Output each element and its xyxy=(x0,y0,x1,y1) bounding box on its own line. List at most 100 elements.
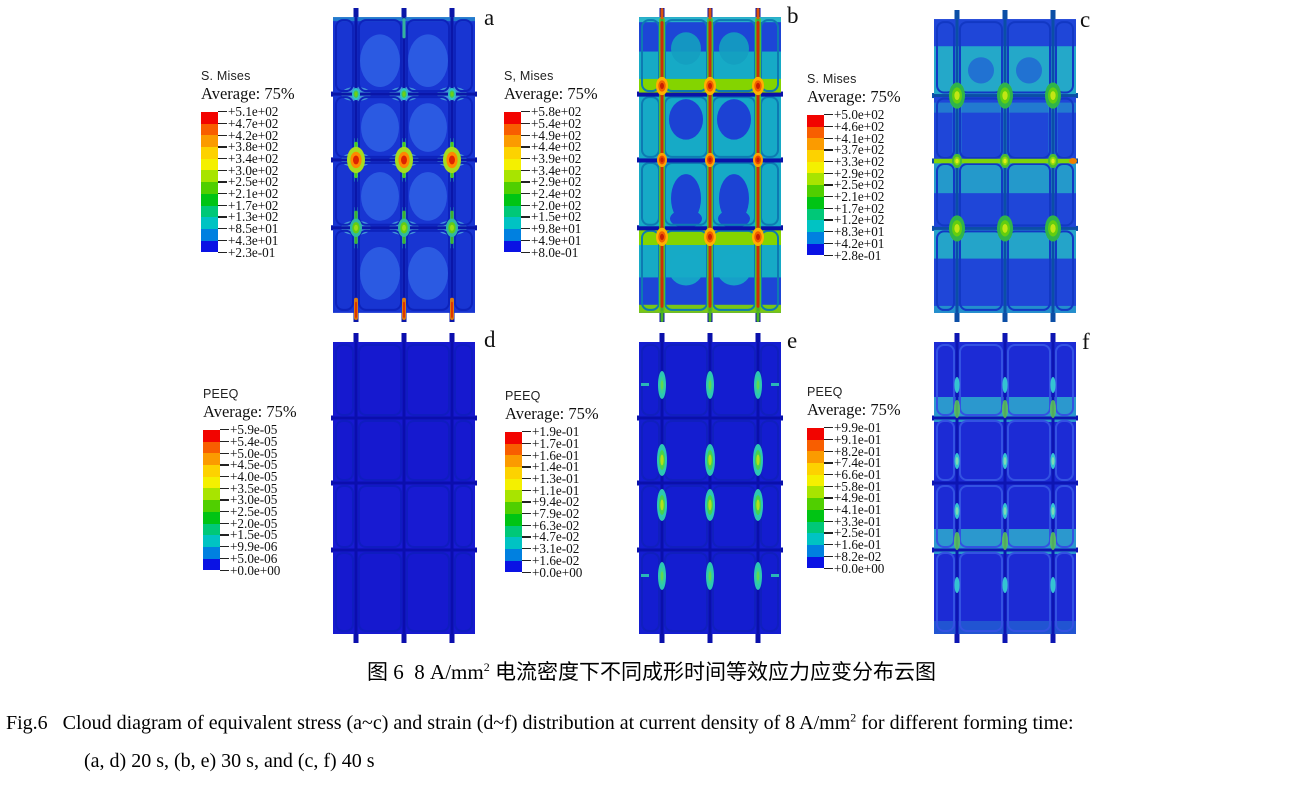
tick-value: +4.0e-05 xyxy=(230,469,278,484)
legend-tick-row: +5.0e+02 xyxy=(824,107,885,123)
caption-text: 电流密度下不同成形时间等效应力应变分布云图 xyxy=(489,660,936,684)
legend-tick-row: +3.3e-01 xyxy=(824,515,884,528)
legend-tick-row: +4.7e-02 xyxy=(522,530,582,544)
colorbar-band xyxy=(504,123,521,136)
colorbar-band xyxy=(201,228,218,241)
tick-line xyxy=(220,534,229,536)
tick-line xyxy=(824,438,833,441)
legend-tick-row: +5.0e-06 xyxy=(220,552,280,565)
legend-tick-row: +6.6e-01 xyxy=(824,468,884,481)
legend-tick-row: +1.6e-02 xyxy=(522,552,582,568)
tick-line xyxy=(824,161,833,163)
tick-value: +1.6e-02 xyxy=(532,552,580,568)
colorbar-band xyxy=(201,182,218,194)
tick-value: +9.9e-01 xyxy=(834,420,882,436)
colorbar-band xyxy=(203,476,220,489)
colorbar-band xyxy=(807,556,824,569)
tick-line xyxy=(521,193,530,195)
tick-value: +5.0e+02 xyxy=(834,107,885,123)
legend-tick-row: +4.3e+01 xyxy=(218,234,278,247)
colorbar-band xyxy=(201,193,218,206)
legend-tick-row: +9.8e+01 xyxy=(521,221,582,237)
legend-tick-row: +1.6e-01 xyxy=(824,538,884,551)
tick-line xyxy=(218,216,227,218)
tick-value: +1.7e+02 xyxy=(228,197,279,213)
tick-value: +9.8e+01 xyxy=(531,221,582,237)
colorbar-band xyxy=(201,240,218,253)
legend-average: Average: 75% xyxy=(807,87,901,106)
legend-strain-f: PEEQ Average: 75% +9.9e-01 +9.1e-01 +8.2e-… xyxy=(807,385,901,575)
tick-value: +2.9e+02 xyxy=(834,165,885,181)
colorbar-band xyxy=(504,170,521,183)
colorbar xyxy=(201,112,218,253)
tick-value: +5.8e+02 xyxy=(531,104,582,120)
tick-line xyxy=(824,450,833,452)
colorbar-band xyxy=(203,535,220,547)
tick-value: +5.1e+02 xyxy=(228,104,279,120)
tick-value: +1.5e+02 xyxy=(531,209,582,225)
legend-tick-row: +1.9e-01 xyxy=(522,425,582,438)
legend-tick-row: +4.6e+02 xyxy=(824,120,884,133)
legend-tick-row: +5.1e+02 xyxy=(218,104,279,120)
tick-value: +7.4e-01 xyxy=(834,455,882,471)
legend-tick-row: +1.7e+02 xyxy=(824,202,884,215)
colorbar xyxy=(504,112,521,253)
colorbar-band xyxy=(504,158,521,171)
colorbar xyxy=(807,115,824,256)
colorbar-band xyxy=(504,205,521,218)
colorbar-band xyxy=(201,158,218,171)
tick-line xyxy=(824,149,833,151)
tick-value: +2.3e-01 xyxy=(228,244,276,260)
colorbar-band xyxy=(807,243,824,256)
legend-tick-row: +0.0e+00 xyxy=(220,563,280,577)
colorbar-band xyxy=(807,544,824,557)
legend-average: Average: 75% xyxy=(203,402,297,421)
tick-value: +9.1e-01 xyxy=(834,431,882,447)
colorbar-band xyxy=(807,474,824,487)
colorbar-band xyxy=(504,217,521,229)
legend-tick-row: +9.9e-06 xyxy=(220,540,280,553)
legend-tick-row: +2.5e+02 xyxy=(824,178,884,192)
tick-line xyxy=(220,476,229,478)
tick-line xyxy=(521,239,530,241)
tick-line xyxy=(824,555,833,557)
colorbar-band xyxy=(807,498,824,510)
legend-tick-row: +2.0e-05 xyxy=(220,517,280,530)
colorbar-band xyxy=(505,432,522,444)
tick-value: +4.9e-01 xyxy=(834,490,882,506)
tick-value: +0.0e+00 xyxy=(532,564,583,580)
colorbar-band xyxy=(505,502,522,514)
tick-line xyxy=(218,111,227,113)
tick-value: +3.7e+02 xyxy=(834,142,885,158)
colorbar-band xyxy=(504,193,521,206)
tick-value: +4.9e+02 xyxy=(531,127,582,143)
tick-value: +1.7e-01 xyxy=(532,435,580,451)
tick-line xyxy=(824,219,833,221)
panel-label-c: c xyxy=(1080,7,1091,32)
caption-english-line1: Fig.6 Cloud diagram of equivalent stress… xyxy=(6,710,1074,735)
colorbar-band xyxy=(505,548,522,561)
tick-labels: +1.9e-01 +1.7e-01 +1.6e-01 +1.4e-01 +1.3e-01… xyxy=(522,425,583,580)
tick-value: +3.4e+02 xyxy=(531,162,582,178)
legend-tick-row: +2.8e-01 xyxy=(824,248,884,262)
tick-line xyxy=(218,251,227,253)
legend-tick-row: +3.4e+02 xyxy=(218,152,278,165)
tick-line xyxy=(220,522,229,524)
colorbar-band xyxy=(505,513,522,526)
legend-tick-row: +4.9e+02 xyxy=(521,127,582,143)
legend-tick-row: +3.8e+02 xyxy=(218,140,278,154)
legend-tick-row: +3.9e+02 xyxy=(521,152,581,165)
panel-label-d: d xyxy=(484,327,496,352)
tick-line xyxy=(220,440,229,443)
tick-value: +8.0e-01 xyxy=(531,244,579,260)
colorbar-band xyxy=(505,525,522,538)
colorbar xyxy=(807,428,824,569)
superscript: 2 xyxy=(850,710,857,725)
tick-line xyxy=(824,497,833,499)
legend-tick-row: +2.5e-05 xyxy=(220,505,280,518)
legend-strain-e: PEEQ Average: 75% +1.9e-01 +1.7e-01 +1.6e-… xyxy=(505,389,599,580)
tick-line xyxy=(522,536,531,538)
colorbar-band xyxy=(807,150,824,162)
caption-text: for different forming time: xyxy=(856,712,1074,734)
tick-line xyxy=(218,193,227,195)
